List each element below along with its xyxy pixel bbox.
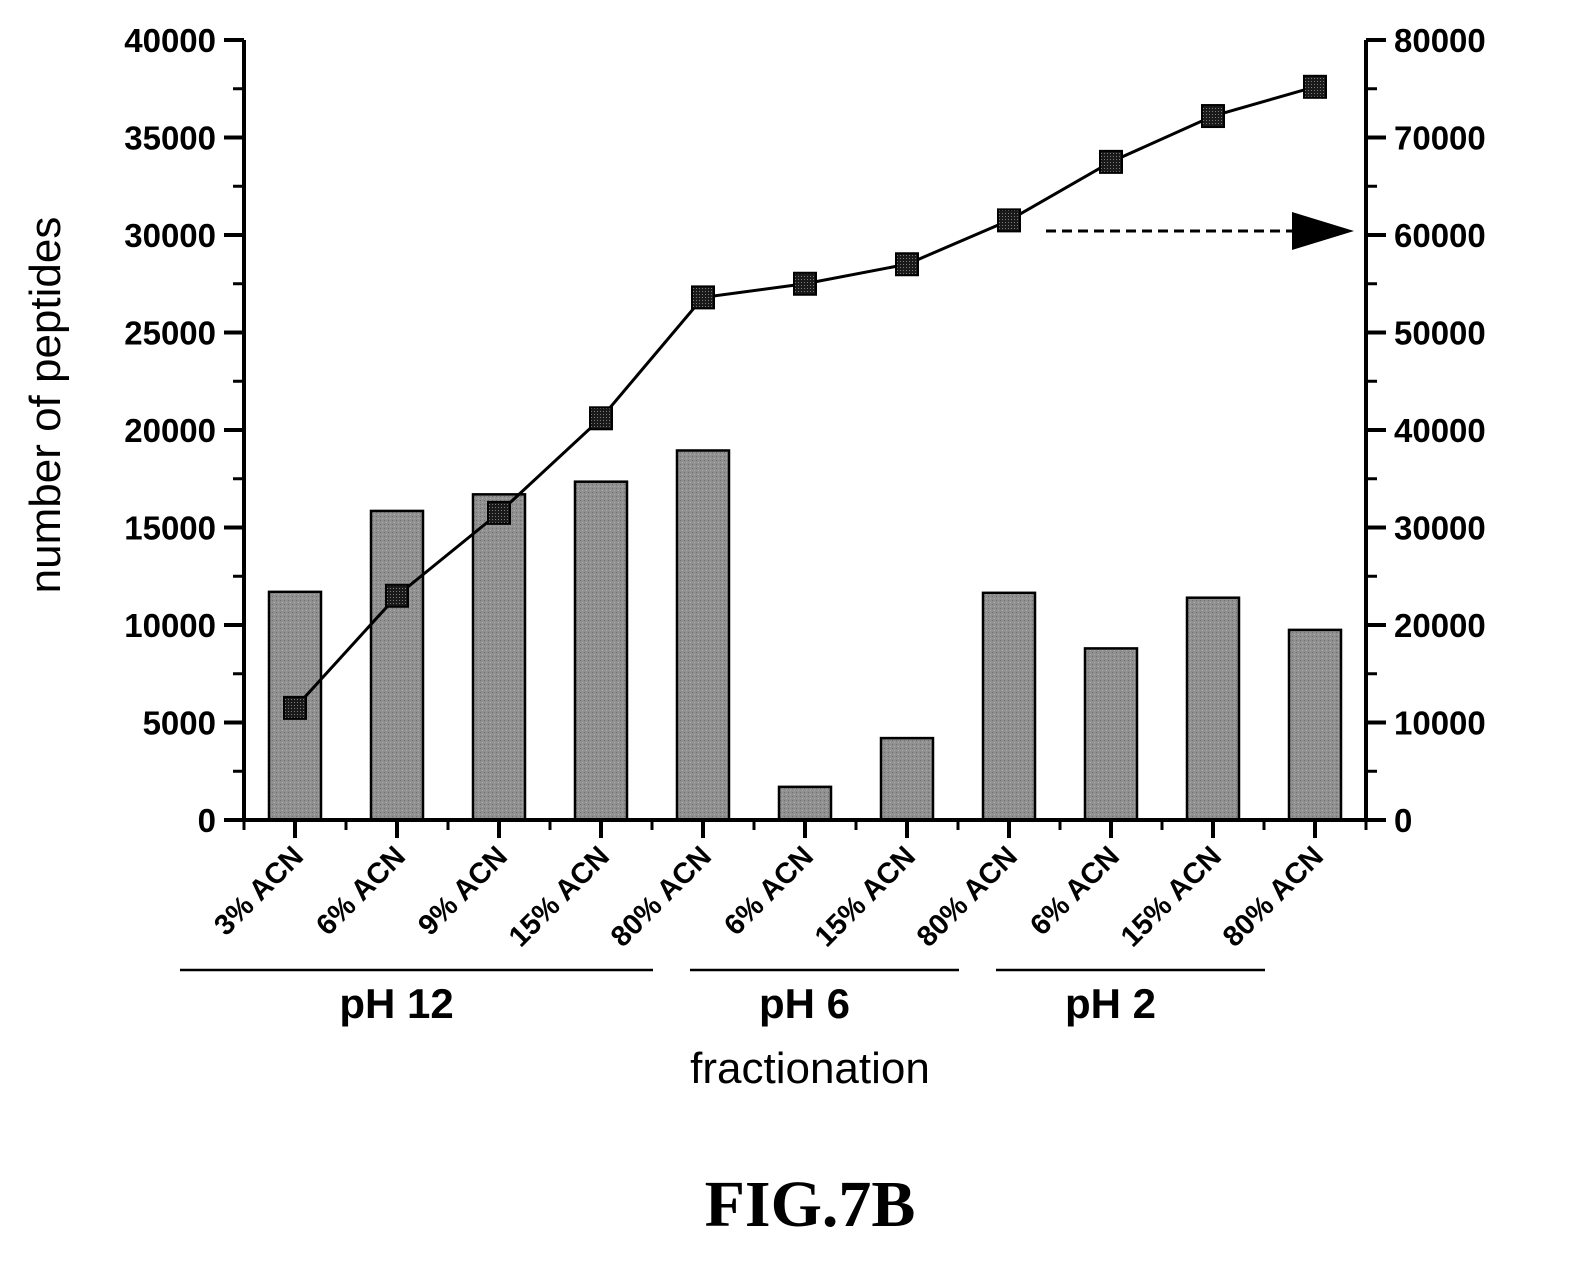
group-label: pH 12 — [339, 980, 453, 1027]
dashed-arrow-annotation — [1046, 212, 1354, 250]
y-axis-title: number of peptides — [21, 217, 70, 594]
category-label: 15% ACN — [809, 840, 922, 953]
figure-caption: FIG.7B — [705, 1168, 916, 1241]
right-tick-label: 10000 — [1394, 705, 1486, 742]
line-point — [589, 406, 613, 431]
line-point — [1099, 149, 1123, 174]
category-label: 80% ACN — [605, 840, 718, 953]
line-point — [1303, 74, 1327, 99]
right-tick-label: 50000 — [1394, 315, 1486, 352]
bar — [879, 736, 935, 822]
line-path — [293, 85, 1316, 709]
left-tick-label: 5000 — [143, 705, 216, 742]
category-label: 15% ACN — [1115, 840, 1228, 953]
left-tick-label: 20000 — [124, 412, 216, 449]
x-axis-ticks — [242, 820, 1368, 838]
line-series — [283, 74, 1327, 720]
line-point — [283, 695, 307, 720]
left-tick-label: 25000 — [124, 315, 216, 352]
bar — [471, 493, 527, 822]
right-tick-label: 40000 — [1394, 412, 1486, 449]
left-tick-label: 35000 — [124, 120, 216, 157]
right-tick-label: 30000 — [1394, 510, 1486, 547]
bar — [777, 785, 833, 822]
bar — [1287, 628, 1343, 822]
category-label: 6% ACN — [1024, 840, 1126, 942]
line-point — [691, 285, 715, 310]
group-label: pH 6 — [759, 980, 850, 1027]
group-label: pH 2 — [1065, 980, 1156, 1027]
right-tick-label: 80000 — [1394, 22, 1486, 59]
left-tick-label: 10000 — [124, 607, 216, 644]
arrow-head — [1292, 212, 1354, 250]
category-label: 15% ACN — [503, 840, 616, 953]
bar — [573, 480, 629, 822]
line-point — [1201, 104, 1225, 129]
x-axis-title: fractionation — [690, 1044, 930, 1093]
left-tick-label: 40000 — [124, 22, 216, 59]
bar — [369, 509, 425, 822]
bar — [981, 591, 1037, 822]
left-tick-label: 0 — [198, 802, 216, 839]
category-label: 6% ACN — [310, 840, 412, 942]
bar — [1083, 647, 1139, 822]
right-tick-label: 70000 — [1394, 120, 1486, 157]
right-tick-label: 0 — [1394, 802, 1412, 839]
line-point — [385, 583, 409, 608]
line-point — [895, 252, 919, 277]
category-label: 6% ACN — [718, 840, 820, 942]
group-labels: pH 12 pH 6 pH 2 — [180, 968, 1265, 1027]
line-point — [793, 271, 817, 296]
category-label: 80% ACN — [911, 840, 1024, 953]
bar — [675, 449, 731, 822]
bar — [1185, 596, 1241, 822]
line-point — [487, 500, 511, 525]
bar-series — [267, 449, 1343, 822]
left-tick-label: 15000 — [124, 510, 216, 547]
right-tick-label: 60000 — [1394, 217, 1486, 254]
right-tick-label: 20000 — [1394, 607, 1486, 644]
left-tick-label: 30000 — [124, 217, 216, 254]
right-axis-ticks: 0 10000 20000 30000 40000 50000 60000 70000 8000… — [1366, 22, 1486, 839]
category-label: 80% ACN — [1217, 840, 1330, 953]
left-axis-ticks: 0 5000 10000 15000 20000 25000 30000 35000 40000 — [124, 22, 244, 839]
line-point — [997, 208, 1021, 233]
category-label: 3% ACN — [208, 840, 310, 942]
category-label: 9% ACN — [412, 840, 514, 942]
